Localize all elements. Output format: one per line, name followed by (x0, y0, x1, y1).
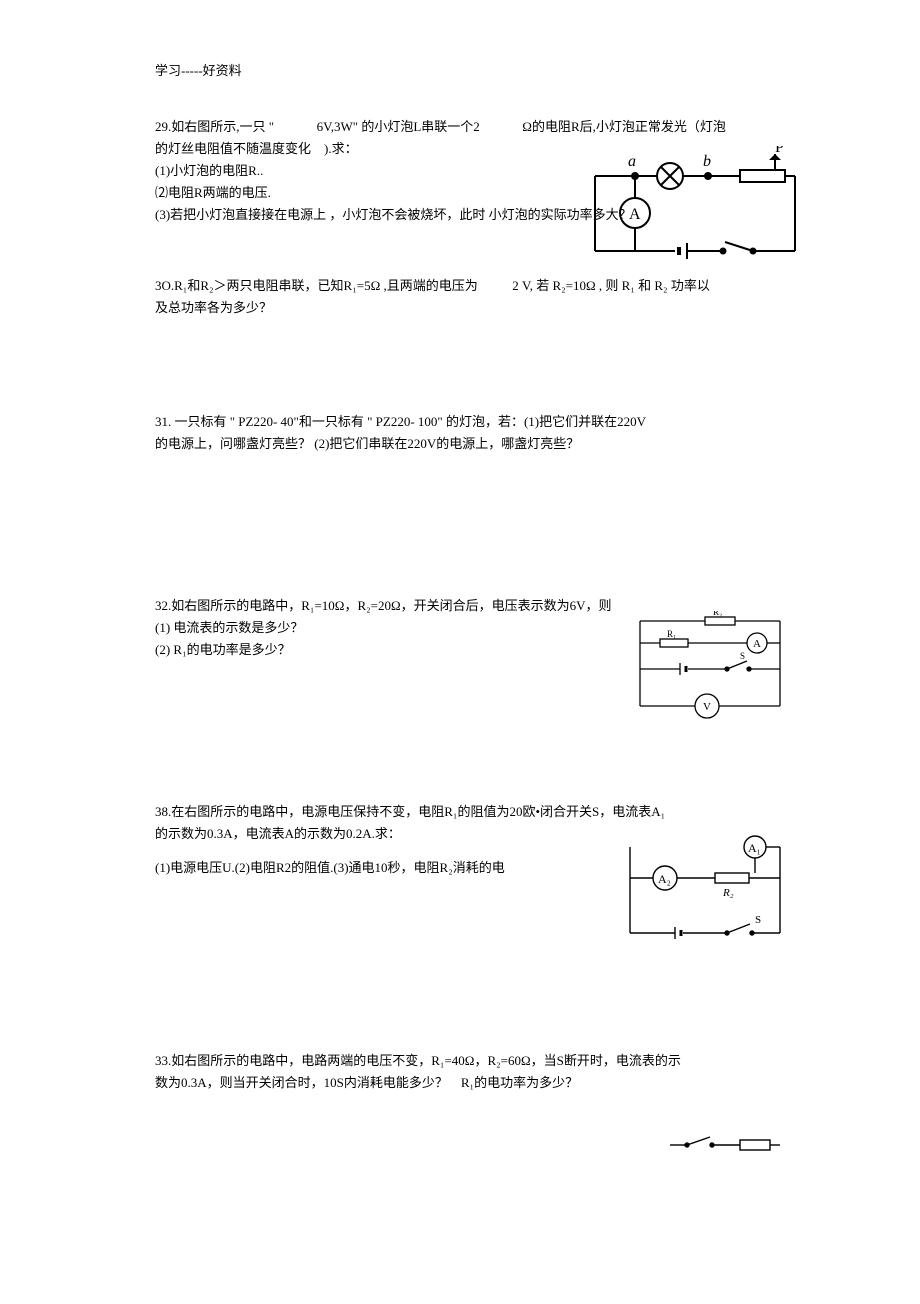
figure-32: R₂ R₁ A S V (625, 611, 795, 728)
fig32-v: V (703, 701, 711, 713)
fig29-label-ammeter: A (629, 206, 641, 223)
fig29-label-b: b (703, 153, 711, 170)
fig32-r1: R₁ (667, 629, 676, 639)
problem-38: 38.在右图所示的电路中，电源电压保持不变，电阻R₁的阻值为20欧•闭合开关S，… (155, 801, 765, 879)
fig38-s: S (755, 914, 761, 926)
problem-32: 32.如右图所示的电路中，R₁=10Ω，R₂=20Ω，开关闭合后，电压表示数为6… (155, 595, 765, 661)
p29-l1c: Ω的电阻R后,小灯泡正常发光（灯泡 (522, 119, 726, 134)
problem-29: 29.如右图所示,一只 " 6V,3W" 的小灯泡L串联一个2 Ω的电阻R后,小… (155, 116, 765, 226)
problem-31: 31. 一只标有 " PZ220- 40"和一只标有 " PZ220- 100"… (155, 411, 765, 455)
figure-33 (665, 1130, 785, 1167)
fig38-r2: R₂ (722, 887, 734, 899)
p33-line2: 数为0.3A，则当开关闭合时，10S内消耗电能多少？ R₁的电功率为多少？ (155, 1072, 765, 1094)
p30-line1: 3O.R₁和R₂＞两只电阻串联，已知R₁=5Ω ,且两端的电压为 2 V, 若 … (155, 275, 765, 297)
page-content: 学习-----好资料 29.如右图所示,一只 " 6V,3W" 的小灯泡L串联一… (0, 0, 920, 1154)
fig38-a1: A₁ (748, 841, 761, 855)
p30-line2: 及总功率各为多少？ (155, 297, 765, 319)
fig32-r2: R₂ (713, 611, 722, 617)
page-header: 学习-----好资料 (155, 60, 765, 82)
p30-l1a: 3O.R₁和R₂＞两只电阻串联，已知R₁=5Ω ,且两端的电压为 (155, 278, 478, 293)
problem-33: 33.如右图所示的电路中，电路两端的电压不变，R₁=40Ω，R₂=60Ω，当S断… (155, 1050, 765, 1094)
p29-line1: 29.如右图所示,一只 " 6V,3W" 的小灯泡L串联一个2 Ω的电阻R后,小… (155, 116, 765, 138)
fig32-s: S (740, 651, 745, 661)
fig29-label-p: P (775, 146, 784, 156)
p31-line2: 的电源上，问哪盏灯亮些？ (2)把它们串联在220V的电源上，哪盏灯亮些？ (155, 433, 765, 455)
p38-line1: 38.在右图所示的电路中，电源电压保持不变，电阻R₁的阻值为20欧•闭合开关S，… (155, 801, 765, 823)
fig29-label-a: a (628, 153, 636, 170)
p29-l1a: 29.如右图所示,一只 " (155, 119, 274, 134)
fig32-a: A (753, 638, 761, 650)
problem-30: 3O.R₁和R₂＞两只电阻串联，已知R₁=5Ω ,且两端的电压为 2 V, 若 … (155, 275, 765, 319)
p31-line1: 31. 一只标有 " PZ220- 40"和一只标有 " PZ220- 100"… (155, 411, 765, 433)
fig38-a2: A₂ (658, 872, 671, 886)
figure-29: a b P A (575, 146, 805, 283)
figure-38: A₁ A₂ R₂ S (615, 833, 795, 960)
p29-l1b: 6V,3W" 的小灯泡L串联一个2 (317, 119, 480, 134)
p30-l1b: 2 V, 若 R₂=10Ω , 则 R₁ 和 R₂ 功率以 (512, 278, 710, 293)
p33-line1: 33.如右图所示的电路中，电路两端的电压不变，R₁=40Ω，R₂=60Ω，当S断… (155, 1050, 765, 1072)
